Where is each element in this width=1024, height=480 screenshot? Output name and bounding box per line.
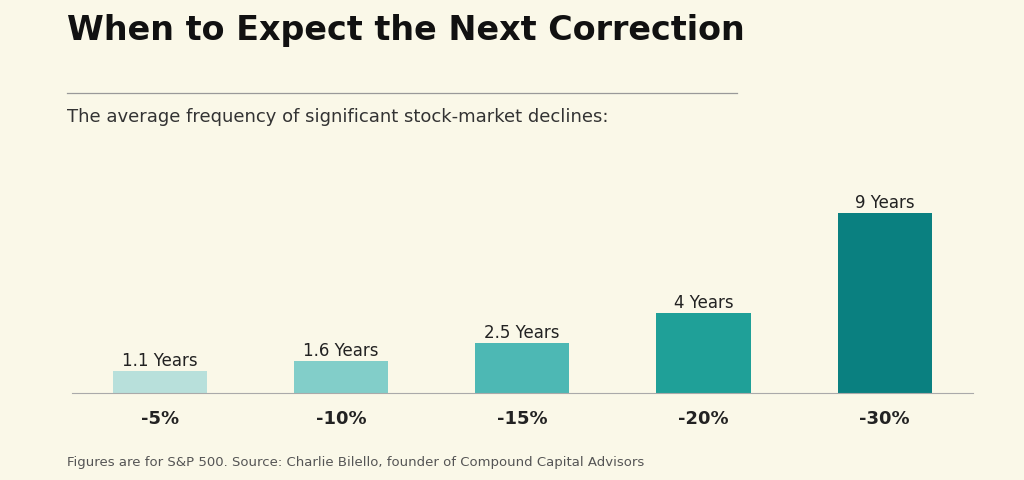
Bar [656, 313, 751, 394]
Bar [113, 372, 207, 394]
Text: 1.1 Years: 1.1 Years [122, 351, 198, 369]
Bar [838, 214, 932, 394]
Bar [294, 361, 388, 394]
Text: 9 Years: 9 Years [855, 193, 914, 211]
Text: 1.6 Years: 1.6 Years [303, 341, 379, 359]
Text: 2.5 Years: 2.5 Years [484, 323, 560, 341]
Text: When to Expect the Next Correction: When to Expect the Next Correction [67, 14, 744, 48]
Text: The average frequency of significant stock-market declines:: The average frequency of significant sto… [67, 108, 608, 126]
Bar [475, 344, 569, 394]
Text: 4 Years: 4 Years [674, 293, 733, 311]
Text: Figures are for S&P 500. Source: Charlie Bilello, founder of Compound Capital Ad: Figures are for S&P 500. Source: Charlie… [67, 455, 644, 468]
